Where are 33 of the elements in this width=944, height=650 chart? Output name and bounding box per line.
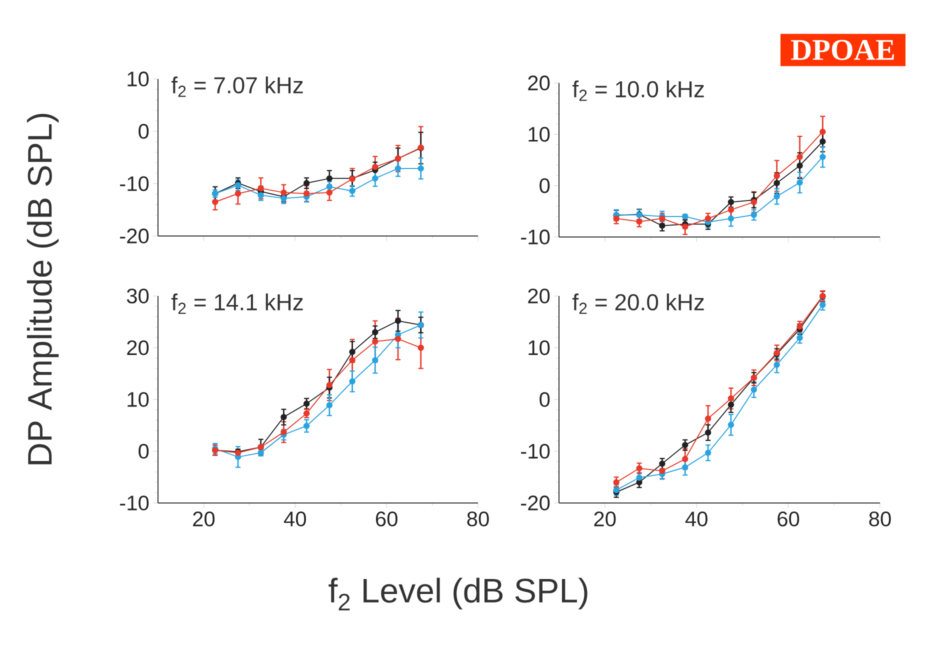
y-tick-label: -20 bbox=[521, 496, 550, 510]
y-tick-label: -10 bbox=[120, 176, 149, 192]
y-tick-label: -10 bbox=[521, 444, 550, 459]
x-tick-label: 20 bbox=[594, 512, 616, 526]
y-axis-title: DP Amplitude (dB SPL) bbox=[26, 114, 59, 464]
y-tick-label: -10 bbox=[521, 230, 550, 244]
x-axis-title: f$_{2}$ Level (dB SPL) bbox=[328, 578, 588, 610]
chart-title: f$_{2}$ = 10.0 kHz bbox=[572, 80, 704, 101]
y-tick-label: 10 bbox=[528, 340, 550, 356]
x-tick-label: 60 bbox=[778, 512, 800, 526]
x-tick-label: 40 bbox=[685, 512, 708, 526]
y-tick-label: 0 bbox=[138, 444, 149, 459]
x-tick-label: 80 bbox=[869, 512, 891, 526]
x-tick-label: 80 bbox=[467, 512, 489, 526]
y-tick-label: 20 bbox=[528, 76, 550, 90]
chart-title: f$_{2}$ = 7.07 kHz bbox=[171, 76, 303, 97]
text: DPOAE bbox=[791, 40, 894, 60]
chart-title: f$_{2}$ = 20.0 kHz bbox=[572, 294, 704, 314]
y-tick-label: 10 bbox=[128, 72, 149, 86]
x-tick-label: 60 bbox=[376, 512, 398, 526]
y-tick-label: 0 bbox=[540, 178, 550, 194]
y-tick-label: 0 bbox=[540, 392, 550, 407]
y-tick-label: -10 bbox=[120, 496, 149, 510]
y-tick-label: 20 bbox=[528, 288, 550, 304]
y-tick-label: 10 bbox=[528, 126, 550, 142]
chart-title: f$_{2}$ = 14.1 kHz bbox=[171, 294, 303, 314]
x-tick-label: 20 bbox=[193, 512, 215, 526]
y-tick-label: 20 bbox=[127, 340, 149, 356]
y-tick-label: 10 bbox=[128, 392, 149, 407]
y-tick-label: -20 bbox=[120, 228, 149, 244]
y-tick-label: 0 bbox=[138, 124, 149, 139]
x-tick-label: 40 bbox=[284, 512, 306, 526]
y-tick-label: 30 bbox=[126, 288, 149, 304]
